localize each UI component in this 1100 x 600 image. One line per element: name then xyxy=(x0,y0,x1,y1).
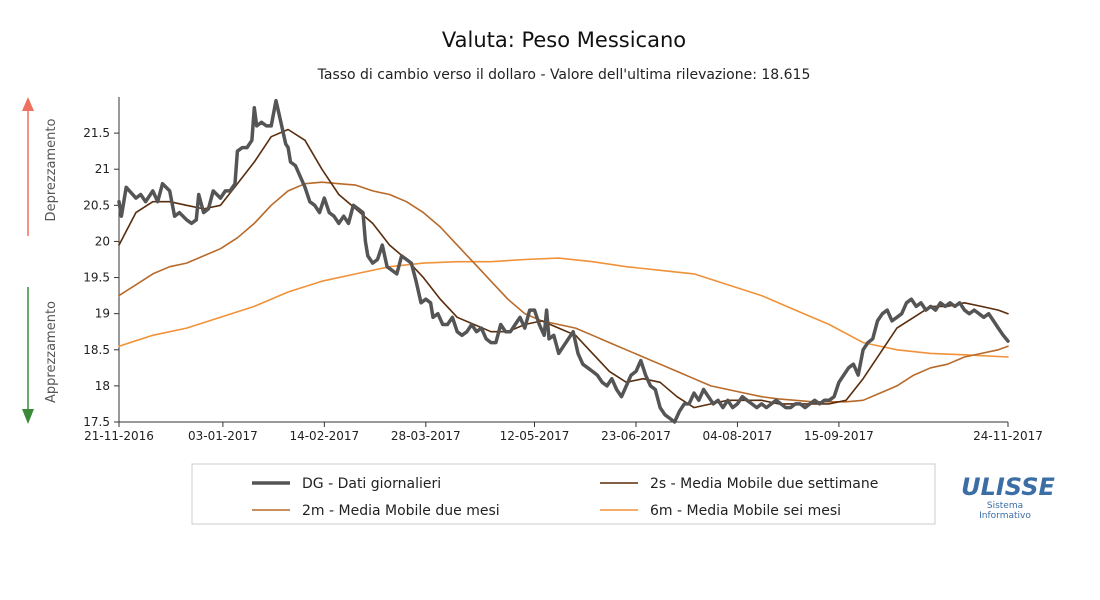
y-tick-label: 18.5 xyxy=(83,343,110,357)
logo-line2: Informativo xyxy=(979,511,1031,521)
x-tick-label: 23-06-2017 xyxy=(601,429,671,443)
x-tick-label: 12-05-2017 xyxy=(500,429,570,443)
y-tick-label: 21 xyxy=(95,162,110,176)
y-tick-label: 17.5 xyxy=(83,415,110,429)
y-tick-label: 19.5 xyxy=(83,271,110,285)
appreciation-label: Apprezzamento xyxy=(44,301,59,403)
depreciation-label: Deprezzamento xyxy=(44,119,59,222)
legend-item-2s: 2s - Media Mobile due settimane xyxy=(600,476,878,492)
x-tick-label: 21-11-2016 xyxy=(84,429,154,443)
series-line-2 xyxy=(118,181,1009,403)
legend-box xyxy=(191,463,936,525)
chart-title: Valuta: Peso Messicano xyxy=(442,28,686,52)
logo-line1: Sistema xyxy=(987,501,1023,511)
legend-label-6m: 6m - Media Mobile sei mesi xyxy=(650,503,841,519)
depreciation-annotation: Deprezzamento xyxy=(22,97,59,236)
arrow-up-icon xyxy=(22,97,34,111)
legend-label-2s: 2s - Media Mobile due settimane xyxy=(650,476,878,492)
y-ticks: 17.5 18 18.5 19 19.5 20 20.5 21 21.5 xyxy=(83,126,119,429)
series-line-3 xyxy=(118,257,1009,358)
appreciation-annotation: Apprezzamento xyxy=(22,287,59,424)
legend: DG - Dati giornalieri 2s - Media Mobile … xyxy=(191,463,936,525)
x-tick-label: 03-01-2017 xyxy=(188,429,258,443)
y-tick-label: 21.5 xyxy=(83,126,110,140)
y-tick-label: 20 xyxy=(95,234,110,248)
x-tick-label: 24-11-2017 xyxy=(973,429,1043,443)
series-lines xyxy=(117,98,1010,424)
x-tick-label: 04-08-2017 xyxy=(703,429,773,443)
legend-item-dg: DG - Dati giornalieri xyxy=(252,476,441,492)
ulisse-logo: ULISSE Sistema Informativo xyxy=(961,473,1055,521)
arrow-down-icon xyxy=(22,409,34,424)
series-line-1 xyxy=(118,128,1009,409)
legend-label-dg: DG - Dati giornalieri xyxy=(302,476,441,492)
x-tick-label: 15-09-2017 xyxy=(804,429,874,443)
series-line-0 xyxy=(117,98,1010,424)
x-tick-label: 14-02-2017 xyxy=(289,429,359,443)
x-ticks: 21-11-2016 03-01-2017 14-02-2017 28-03-2017… xyxy=(84,422,1043,443)
chart-subtitle: Tasso di cambio verso il dollaro - Valor… xyxy=(317,67,811,83)
legend-label-2m: 2m - Media Mobile due mesi xyxy=(302,503,500,519)
y-tick-label: 18 xyxy=(95,379,110,393)
legend-item-6m: 6m - Media Mobile sei mesi xyxy=(600,503,841,519)
logo-name: ULISSE xyxy=(961,473,1055,501)
legend-item-2m: 2m - Media Mobile due mesi xyxy=(252,503,500,519)
x-tick-label: 28-03-2017 xyxy=(391,429,461,443)
y-tick-label: 20.5 xyxy=(83,198,110,212)
y-tick-label: 19 xyxy=(95,307,110,321)
